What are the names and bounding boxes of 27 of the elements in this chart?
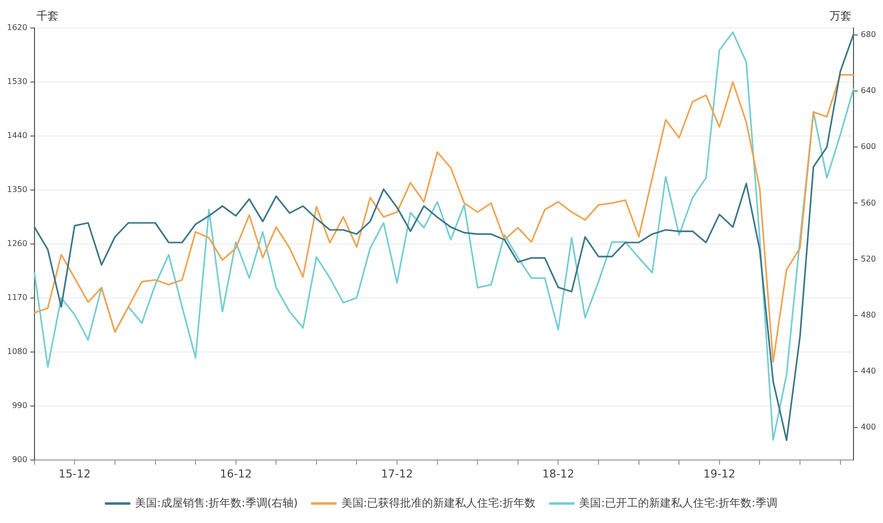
y-tick-label: 1350 <box>7 185 28 194</box>
y-tick-label: 1530 <box>7 77 28 86</box>
y-axis-title: 千套 <box>36 9 58 22</box>
x-tick-label: 19-12 <box>703 467 736 480</box>
x-tick-label: 17-12 <box>381 467 414 480</box>
y2-tick-label: 520 <box>860 254 876 264</box>
y2-tick-label: 480 <box>860 310 876 320</box>
y-tick-label: 1260 <box>7 238 28 248</box>
y2-tick-label: 440 <box>860 366 876 376</box>
y-tick-label: 900 <box>12 454 28 464</box>
y2-tick-label: 640 <box>860 86 876 96</box>
y-tick-label: 1080 <box>7 346 28 356</box>
y2-tick-label: 680 <box>860 30 876 40</box>
x-tick-label: 15-12 <box>58 467 91 480</box>
y2-tick-label: 600 <box>860 142 876 152</box>
y-tick-label: 1620 <box>7 23 28 32</box>
legend-label: 美国:已获得批准的新建私人住宅:折年数 <box>341 496 536 510</box>
legend-label: 美国:成屋销售:折年数:季调(右轴) <box>135 496 298 510</box>
y-tick-label: 990 <box>12 400 28 410</box>
x-tick-label: 18-12 <box>542 467 574 480</box>
y2-tick-label: 560 <box>860 198 876 208</box>
y-tick-label: 1440 <box>7 131 28 140</box>
y2-tick-label: 400 <box>860 422 876 432</box>
legend-label: 美国:已开工的新建私人住宅:折年数:季调 <box>579 496 778 510</box>
x-tick-label: 16-12 <box>220 467 252 480</box>
y-tick-label: 1170 <box>7 292 28 302</box>
y2-axis-title: 万套 <box>830 9 852 22</box>
